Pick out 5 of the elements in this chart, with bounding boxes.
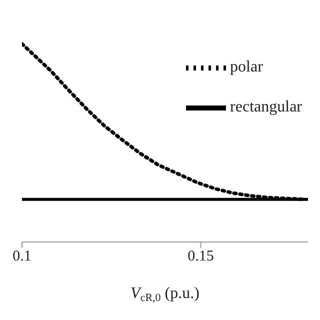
x-tick-label: 0.1 [12, 248, 32, 265]
legend-label: polar [230, 58, 263, 76]
legend-label: rectangular [230, 98, 302, 116]
x-tick-label: 0.15 [188, 248, 214, 265]
x-axis-title: V$_{cR,0}$ (p.u.) [130, 285, 200, 304]
